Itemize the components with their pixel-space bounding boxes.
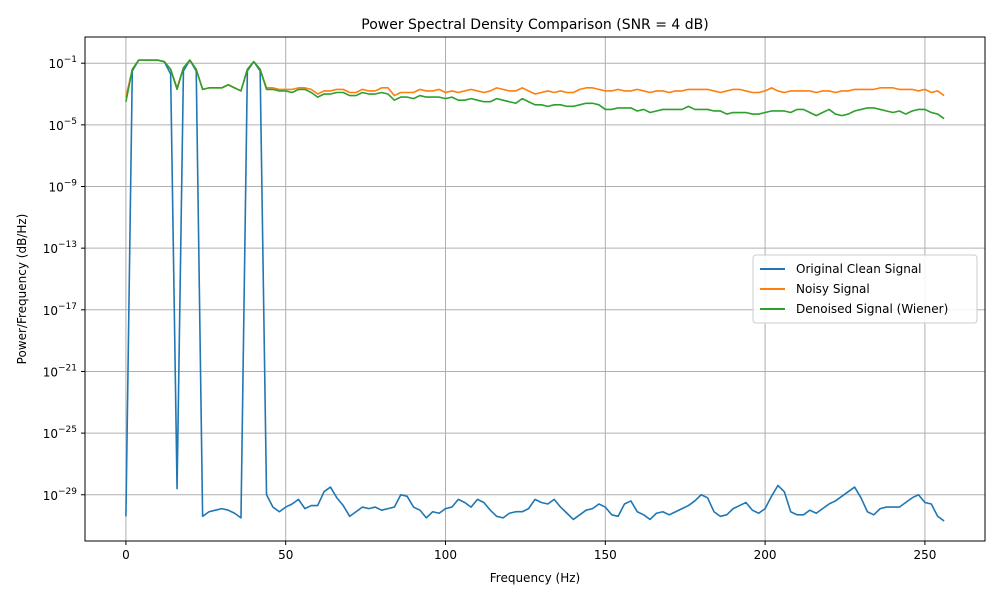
x-axis-label: Frequency (Hz) xyxy=(490,571,581,585)
chart-title: Power Spectral Density Comparison (SNR =… xyxy=(361,17,708,33)
series-line-denoised-signal-wiener xyxy=(125,59,945,120)
x-tick-label: 250 xyxy=(913,548,936,562)
y-tick-label: 10−29 xyxy=(43,487,78,503)
legend-label-original-clean-signal: Original Clean Signal xyxy=(796,262,922,276)
x-tick-label: 200 xyxy=(754,548,777,562)
y-tick-label: 10−13 xyxy=(43,240,77,256)
x-axis-ticks: 0 50 100 150 200 250 xyxy=(122,541,936,562)
series-line-original-clean-signal xyxy=(125,59,945,522)
y-tick-label: 10−17 xyxy=(43,302,77,318)
series-lines xyxy=(125,59,945,522)
x-tick-label: 0 xyxy=(122,548,130,562)
x-tick-label: 100 xyxy=(434,548,457,562)
x-tick-label: 50 xyxy=(278,548,293,562)
y-axis-label: Power/Frequency (dB/Hz) xyxy=(15,214,29,365)
y-axis-ticks: 10−1 10−5 10−9 10−13 10−17 10−21 10−25 10−29 xyxy=(43,55,85,503)
y-tick-label: 10−21 xyxy=(43,363,77,379)
plot-frame xyxy=(84,36,986,542)
x-tick-label: 150 xyxy=(594,548,617,562)
legend-box xyxy=(752,254,978,324)
legend-label-denoised-signal: Denoised Signal (Wiener) xyxy=(796,302,948,316)
legend-label-noisy-signal: Noisy Signal xyxy=(796,282,870,296)
y-tick-label: 10−25 xyxy=(43,425,77,441)
y-tick-label: 10−5 xyxy=(48,117,77,133)
legend: Original Clean Signal Noisy Signal Denoi… xyxy=(752,254,978,324)
y-tick-label: 10−1 xyxy=(48,55,77,71)
y-tick-label: 10−9 xyxy=(48,179,77,195)
